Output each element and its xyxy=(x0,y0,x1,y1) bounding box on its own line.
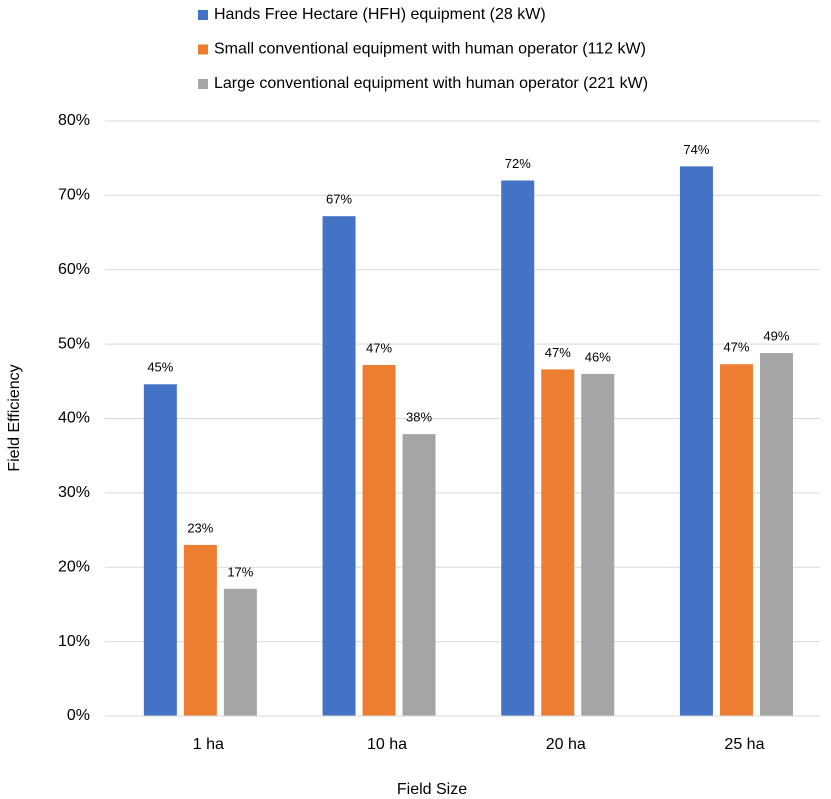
bar xyxy=(501,180,535,716)
value-label: 46% xyxy=(585,349,611,364)
bar xyxy=(541,369,575,716)
x-tick-label: 20 ha xyxy=(546,736,586,753)
y-tick-label: 0% xyxy=(67,707,90,724)
legend-swatch xyxy=(198,44,208,55)
bar xyxy=(362,364,396,716)
y-tick-label: 40% xyxy=(58,410,90,427)
legend-label: Hands Free Hectare (HFH) equipment (28 k… xyxy=(214,6,546,23)
bar xyxy=(402,434,436,716)
bar xyxy=(759,353,793,716)
value-label: 23% xyxy=(187,520,213,535)
y-axis-title: Field Efficiency xyxy=(6,364,23,471)
y-tick-label: 70% xyxy=(58,187,90,204)
x-tick-label: 25 ha xyxy=(724,736,764,753)
value-label: 47% xyxy=(723,340,749,355)
value-label: 74% xyxy=(683,142,709,157)
x-axis-title: Field Size xyxy=(397,781,467,798)
bar xyxy=(183,544,217,716)
bar xyxy=(679,166,713,716)
bar xyxy=(719,364,753,716)
x-tick-label: 10 ha xyxy=(367,736,407,753)
value-label: 49% xyxy=(763,328,789,343)
y-tick-label: 60% xyxy=(58,261,90,278)
bar xyxy=(143,384,177,716)
legend-swatch xyxy=(198,10,208,20)
y-tick-label: 20% xyxy=(58,558,90,575)
legend-swatch xyxy=(198,79,208,89)
value-label: 47% xyxy=(366,340,392,355)
legend-label: Large conventional equipment with human … xyxy=(214,75,648,92)
y-tick-label: 50% xyxy=(58,335,90,352)
y-tick-label: 10% xyxy=(58,633,90,650)
legend-label: Small conventional equipment with human … xyxy=(214,41,646,58)
value-label: 67% xyxy=(326,192,352,207)
y-tick-label: 30% xyxy=(58,484,90,501)
y-tick-label: 80% xyxy=(58,112,90,129)
x-tick-label: 1 ha xyxy=(193,736,224,753)
value-label: 38% xyxy=(406,410,432,425)
value-label: 47% xyxy=(545,345,571,360)
value-label: 17% xyxy=(227,564,253,579)
bar xyxy=(581,373,615,716)
value-label: 45% xyxy=(147,360,173,375)
bar xyxy=(223,588,257,716)
bar xyxy=(322,216,356,716)
value-label: 72% xyxy=(505,156,531,171)
